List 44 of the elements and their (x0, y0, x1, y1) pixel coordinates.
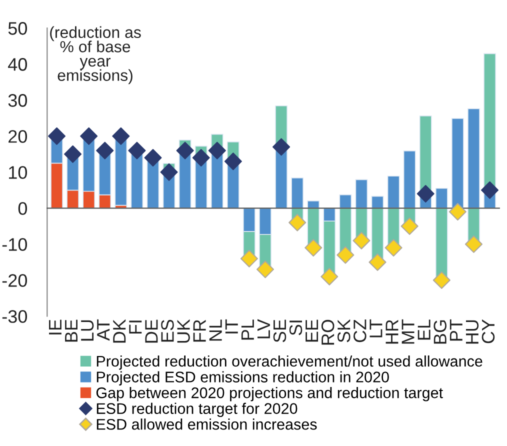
x-tick-label: ES (161, 320, 174, 342)
y-tick-label: -10 (2, 238, 28, 251)
x-tick-label: HU (466, 320, 479, 344)
legend-label: Projected reduction overachievement/not used allowance (96, 355, 482, 370)
x-tick-label: BG (434, 320, 447, 344)
x-tick-label: LU (81, 320, 94, 341)
x-tick-label: LV (258, 319, 270, 338)
x-tick-label: PT (450, 319, 462, 341)
x-tick-label: SE (273, 320, 286, 342)
x-tick-label: HR (386, 320, 398, 344)
y-tick-label: -20 (2, 274, 28, 287)
legend-label: ESD reduction target for 2020 (96, 402, 298, 418)
x-tick-label: IE (49, 320, 62, 334)
x-tick-label: FI (129, 320, 142, 334)
x-tick-label: DE (145, 320, 158, 343)
y-tick-label: 10 (9, 166, 27, 179)
y-tick-label: -30 (2, 310, 28, 323)
x-tick-label: LT (370, 319, 382, 338)
x-tick-label: EL (418, 320, 430, 340)
x-tick-label: SK (338, 319, 350, 342)
x-tick-label: FR (193, 320, 206, 342)
y-tick-label: 50 (8, 22, 27, 35)
y-tick-label: 20 (8, 130, 27, 143)
x-tick-label: DK (113, 319, 126, 343)
x-tick-label: BE (65, 320, 78, 342)
x-tick-label: CY (482, 319, 495, 344)
bar (452, 118, 464, 209)
x-tick-label: PL (241, 320, 254, 340)
x-tick-label: UK (177, 319, 190, 343)
legend-label: Projected ESD emissions reduction in 2020 (96, 371, 389, 386)
x-tick-label: NL (209, 320, 222, 341)
x-tick-label: AT (97, 319, 110, 341)
legend-label: ESD allowed emission increases (96, 418, 317, 430)
x-tick-label: EE (306, 320, 318, 342)
y-tick-label: 40 (8, 58, 27, 71)
x-tick-label: SI (289, 320, 302, 336)
legend-label: Gap between 2020 projections and reduction target (96, 387, 443, 402)
x-tick-label: IT (225, 319, 238, 334)
y-tick-label: 0 (18, 202, 27, 215)
annotation: (reduction as % of base year emissions) (50, 26, 141, 84)
x-tick-label: RO (321, 320, 334, 345)
x-tick-label: CZ (354, 320, 366, 342)
x-tick-label: MT (402, 319, 414, 344)
y-tick-label: 30 (8, 94, 27, 107)
